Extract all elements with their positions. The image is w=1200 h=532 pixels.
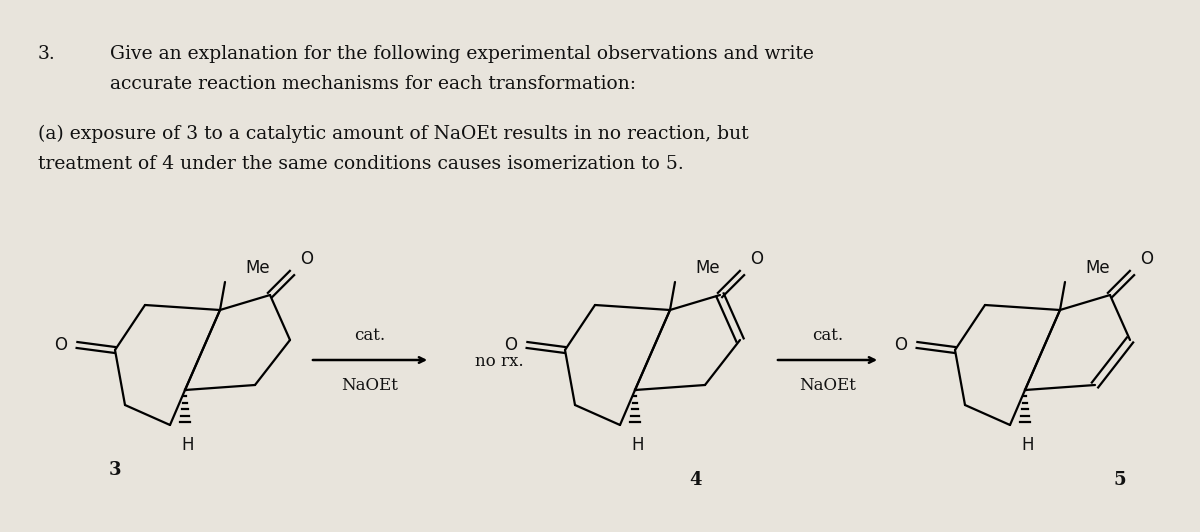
Text: cat.: cat. xyxy=(812,327,844,344)
Text: O: O xyxy=(750,250,763,268)
Text: O: O xyxy=(300,250,313,268)
Text: O: O xyxy=(1140,250,1153,268)
Text: H: H xyxy=(631,436,644,454)
Text: Me: Me xyxy=(245,259,270,277)
Text: H: H xyxy=(181,436,194,454)
Text: cat.: cat. xyxy=(354,327,385,344)
Text: NaOEt: NaOEt xyxy=(799,377,857,394)
Text: no rx.: no rx. xyxy=(475,353,523,370)
Text: Me: Me xyxy=(695,259,720,277)
Text: H: H xyxy=(1021,436,1034,454)
Text: Give an explanation for the following experimental observations and write: Give an explanation for the following ex… xyxy=(110,45,814,63)
Text: treatment of 4 under the same conditions causes isomerization to 5.: treatment of 4 under the same conditions… xyxy=(38,155,684,173)
Text: O: O xyxy=(894,336,907,354)
Text: NaOEt: NaOEt xyxy=(342,377,398,394)
Text: 3: 3 xyxy=(109,461,121,479)
Text: O: O xyxy=(54,336,67,354)
Text: 3.: 3. xyxy=(38,45,55,63)
Text: 5: 5 xyxy=(1114,471,1127,489)
Text: (a) exposure of 3 to a catalytic amount of NaOEt results in no reaction, but: (a) exposure of 3 to a catalytic amount … xyxy=(38,125,749,143)
Text: accurate reaction mechanisms for each transformation:: accurate reaction mechanisms for each tr… xyxy=(110,75,636,93)
Text: 4: 4 xyxy=(689,471,701,489)
Text: O: O xyxy=(504,336,517,354)
Text: Me: Me xyxy=(1085,259,1110,277)
